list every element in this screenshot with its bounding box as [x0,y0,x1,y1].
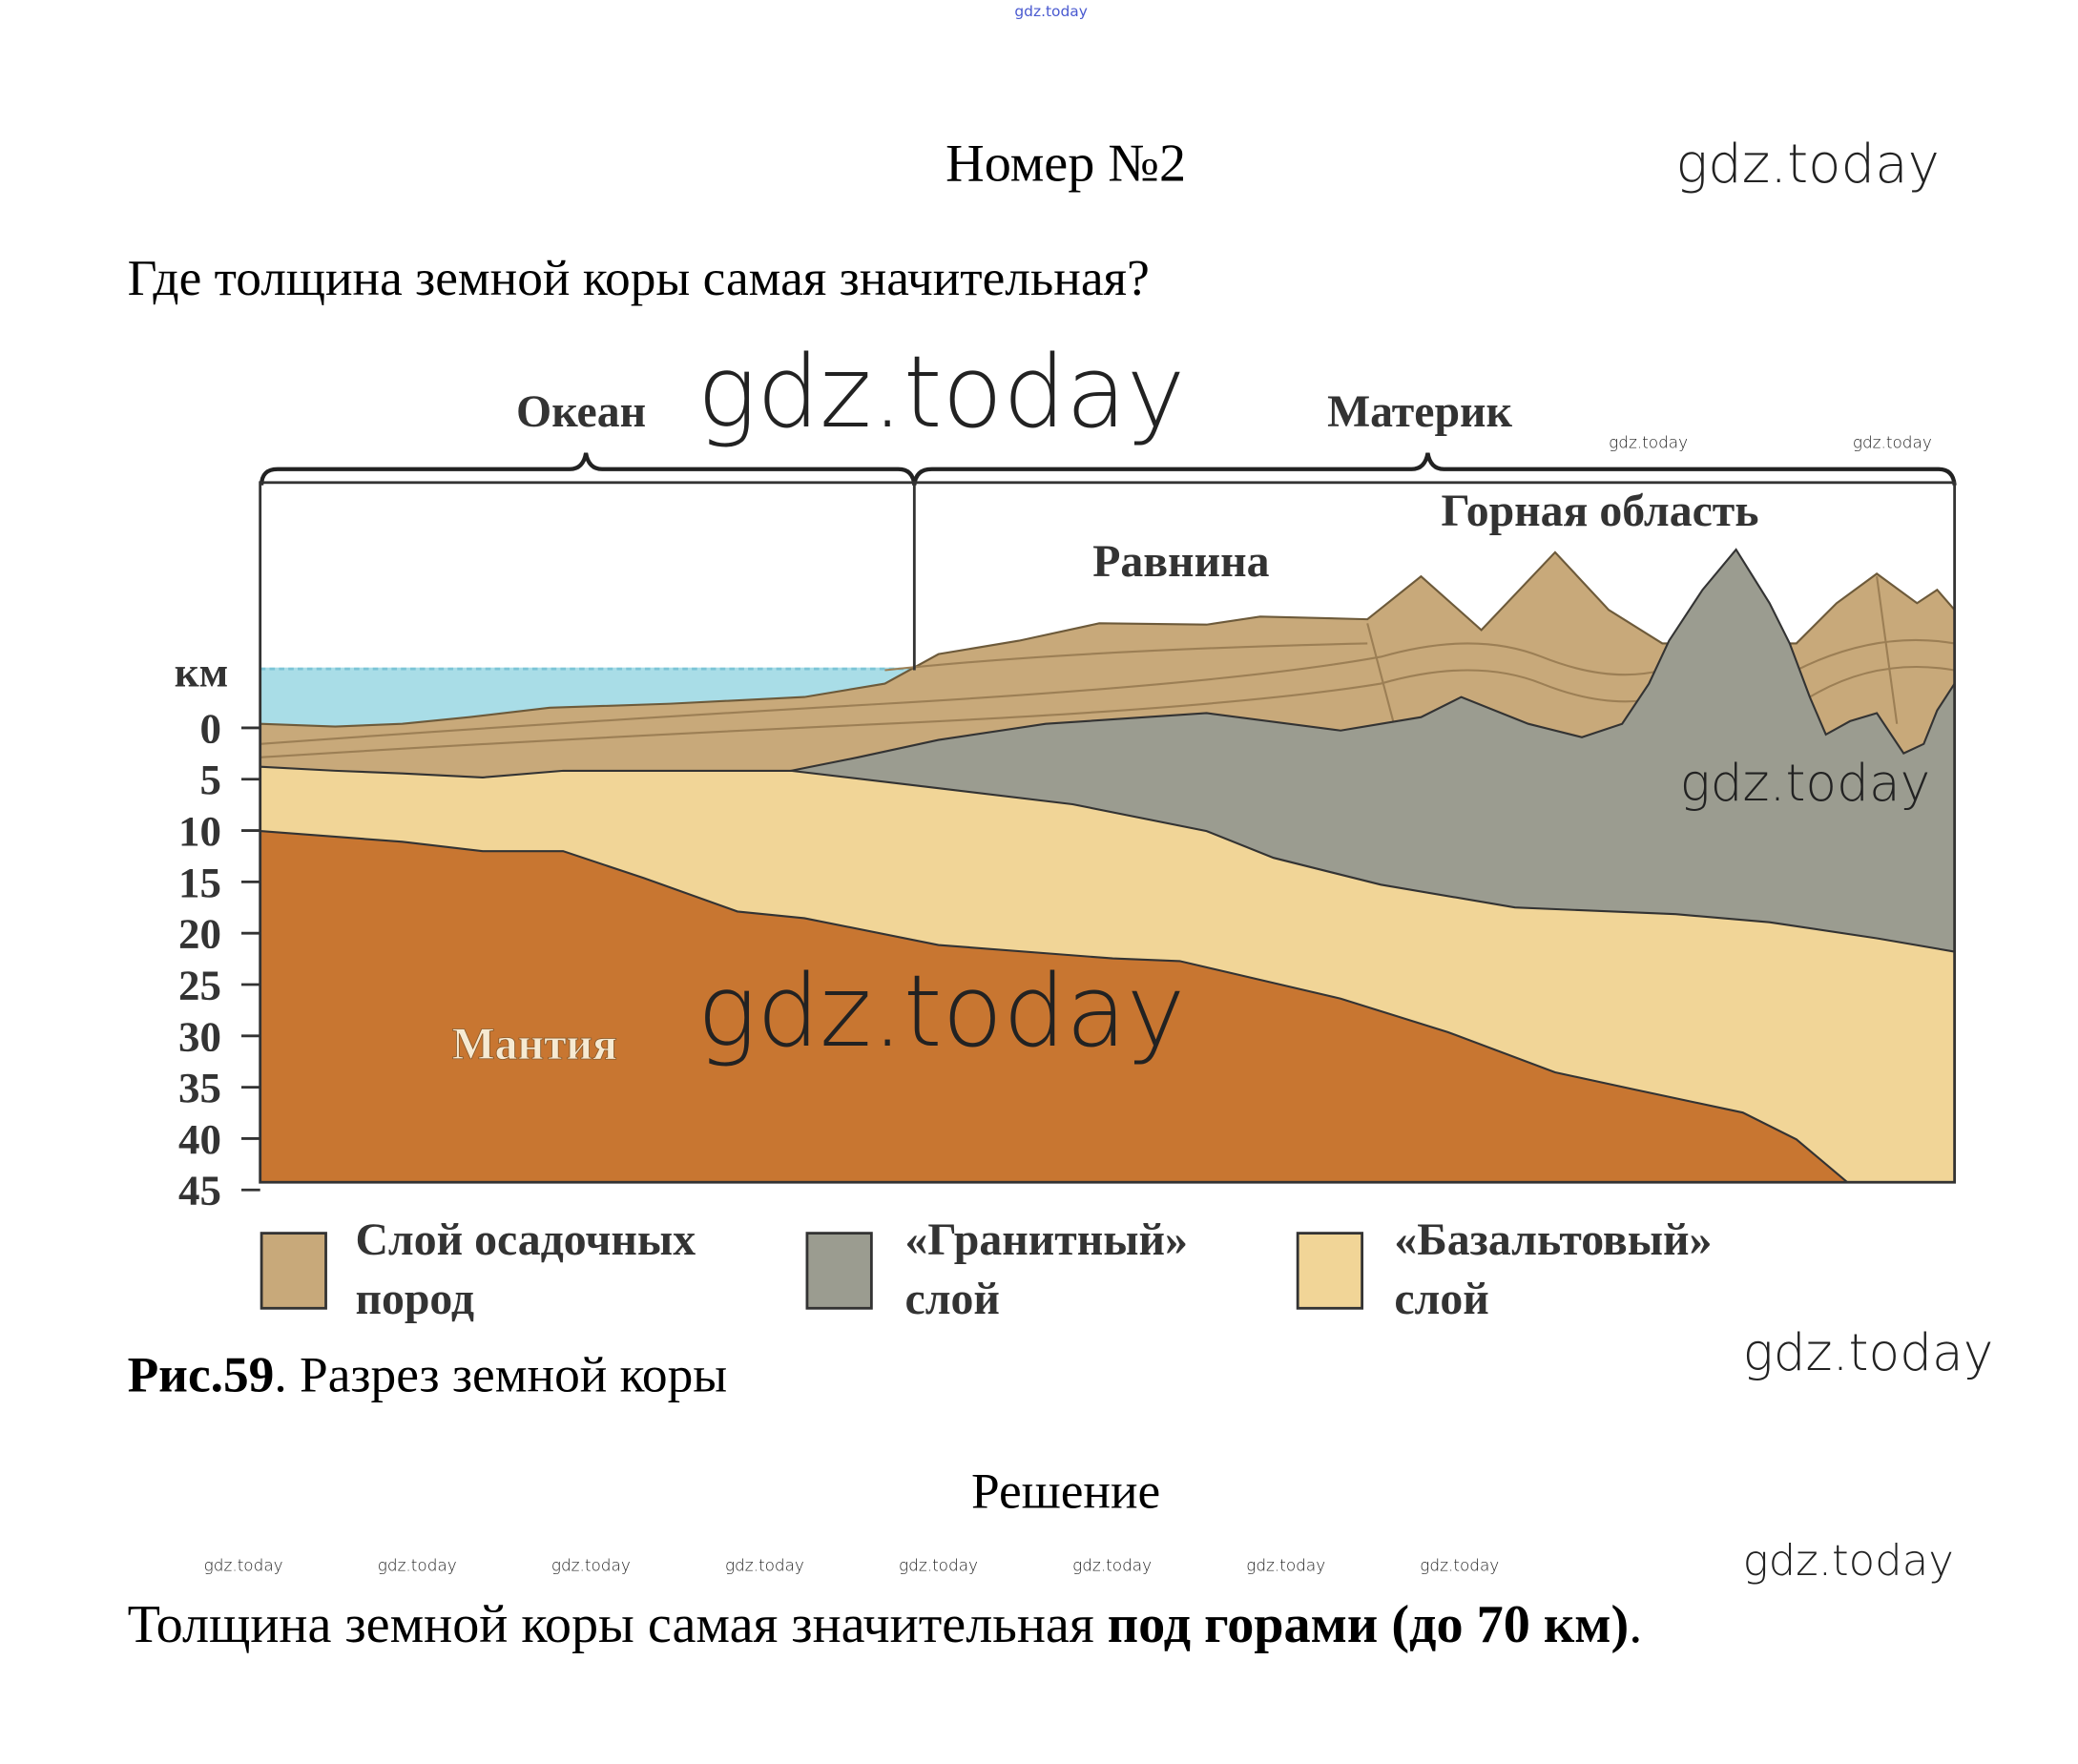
watermark: gdz.today [204,1556,283,1575]
axis-tick-label: 15 [178,859,221,906]
watermark: gdz.today [1246,1556,1325,1575]
answer-end: . [1629,1595,1642,1654]
answer-normal: Толщина земной коры самая значительная [128,1595,1108,1654]
watermark: gdz.today [551,1556,631,1575]
legend-swatch-granite [805,1232,873,1310]
answer-bold: под горами (до 70 км) [1108,1595,1629,1654]
axis-tick-label: 30 [178,1012,221,1060]
question-text: Где толщина земной коры самая значительн… [128,249,1150,306]
axis-tick-label: 5 [199,756,220,803]
plain-label: Равнина [1092,536,1269,587]
mountain-label: Горная область [1442,486,1759,536]
axis-tick-label: 20 [178,910,221,958]
legend-label: «Гранитный» [904,1214,1187,1265]
caption-text: . Разрез земной коры [274,1345,727,1402]
watermark: gdz.today [1675,134,1940,196]
axis-tick-label: 40 [178,1115,221,1163]
axis-unit: км [175,648,229,695]
axis-tick-label: 35 [178,1064,221,1111]
figure-caption: Рис.59. Разрез земной коры [128,1345,728,1402]
legend: Слой осадочных пород «Гранитный» слой «Б… [260,1214,1712,1324]
axis-tick-label: 25 [178,961,221,1008]
answer-text: Толщина земной коры самая значительная п… [128,1595,1643,1654]
caption-number: Рис.59 [128,1345,275,1402]
axis-tick-label: 0 [199,704,220,752]
page-title: Номер №2 [945,135,1186,194]
watermark: gdz.today [378,1556,457,1575]
solution-heading: Решение [971,1463,1160,1520]
watermark: gdz.today [1743,1535,1954,1586]
watermark: gdz.today [697,953,1186,1069]
legend-swatch-sediment [260,1232,327,1310]
watermark: gdz.today [899,1556,978,1575]
top-watermark: gdz.today [1014,3,1088,20]
legend-swatch-basalt [1296,1232,1364,1310]
legend-label: пород [355,1274,474,1324]
continent-bracket [912,452,1957,486]
watermark: gdz.today [725,1556,804,1575]
watermark: gdz.today [1609,432,1688,451]
legend-label: слой [904,1274,999,1324]
watermark-row: gdz.today gdz.today gdz.today gdz.today gdz.… [204,1556,1500,1575]
figure-frame [259,481,1957,1184]
watermark: gdz.today [1072,1556,1152,1575]
sediment-strata [260,576,1955,758]
ocean-label: Океан [516,386,646,437]
legend-label: Слой осадочных [355,1214,696,1265]
watermark: gdz.today [1420,1556,1499,1575]
axis-tick-label: 45 [178,1167,221,1214]
crust-section-figure: Океан Материк Равнина Горная область Ман… [175,334,1957,1214]
mantle-label: Мантия [452,1019,617,1069]
continent-label: Материк [1327,386,1512,437]
mantle [259,829,1851,1184]
axis-tick-label: 10 [178,807,221,855]
ocean-bracket [259,452,917,486]
watermark: gdz.today [1853,432,1932,451]
legend-label: «Базальтовый» [1394,1214,1712,1265]
watermark: gdz.today [1743,1322,1994,1382]
watermark: gdz.today [697,334,1186,450]
watermark: gdz.today [1680,753,1931,813]
legend-label: слой [1394,1274,1488,1324]
